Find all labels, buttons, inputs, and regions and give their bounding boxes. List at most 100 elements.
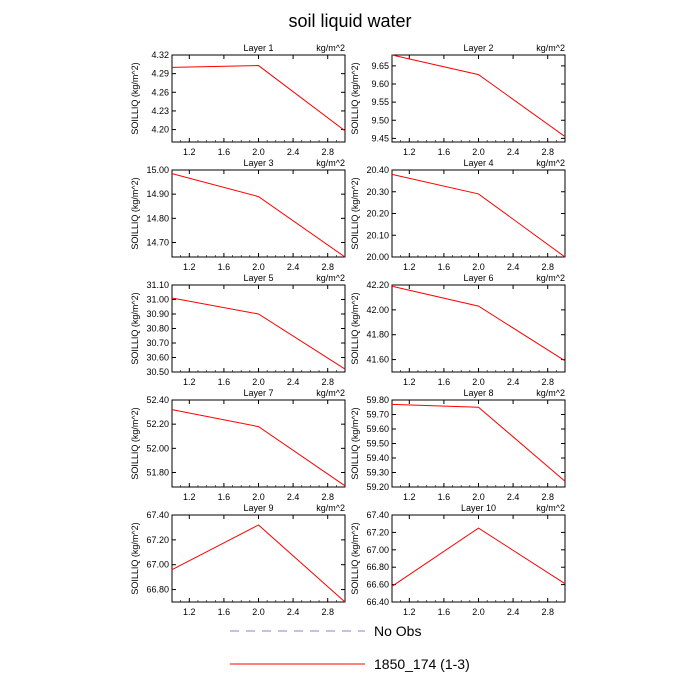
panel-units: kg/m^2 [536,43,565,53]
y-tick-label: 67.40 [366,510,389,520]
panel-units: kg/m^2 [536,158,565,168]
x-tick-label: 1.6 [218,262,231,272]
series-line [171,65,346,132]
x-tick-label: 1.2 [183,147,196,157]
legend: No Obs 1850_174 (1-3) [230,623,470,672]
x-tick-label: 1.6 [438,607,451,617]
x-tick-label: 2.4 [287,377,300,387]
panel-title: Layer 10 [461,503,496,513]
y-tick-label: 20.10 [366,230,389,240]
y-axis-label: SOILLIQ (kg/m^2) [350,522,360,594]
panel-units: kg/m^2 [316,158,345,168]
y-tick-label: 42.00 [366,305,389,315]
x-tick-label: 1.2 [403,147,416,157]
x-tick-label: 2.4 [507,492,520,502]
panels: 1.2 1.6 2.0 2.4 2.8 4.20 4.23 4.26 4.29 4.32 Layer… [130,43,566,617]
y-tick-label: 67.20 [146,535,169,545]
y-tick-label: 4.23 [151,106,169,116]
series-line [391,285,566,362]
plot-frame [171,169,346,258]
y-axis-label: SOILLIQ (kg/m^2) [350,407,360,479]
panel-units: kg/m^2 [316,388,345,398]
y-tick-label: 52.40 [146,395,169,405]
y-tick-label: 9.65 [371,61,389,71]
panel-units: kg/m^2 [316,43,345,53]
x-tick-label: 1.2 [403,262,416,272]
y-axis-label: SOILLIQ (kg/m^2) [350,62,360,134]
x-tick-label: 2.0 [472,377,485,387]
y-tick-label: 15.00 [146,165,169,175]
y-axis-label: SOILLIQ (kg/m^2) [130,522,140,594]
y-axis-label: SOILLIQ (kg/m^2) [350,177,360,249]
series-line [171,524,346,603]
x-tick-label: 1.6 [218,147,231,157]
panel-layer-3: 1.2 1.6 2.0 2.4 2.8 14.70 14.80 14.90 15.00 Layer… [130,158,346,272]
x-tick-label: 1.2 [183,607,196,617]
panel-title: Layer 5 [243,273,273,283]
panel-units: kg/m^2 [536,273,565,283]
x-tick-label: 2.0 [472,262,485,272]
y-tick-label: 59.30 [366,468,389,478]
y-tick-label: 52.20 [146,419,169,429]
x-tick-label: 2.0 [252,262,265,272]
series-line [391,54,566,137]
panel-title: Layer 9 [243,503,273,513]
x-tick-label: 1.6 [438,492,451,502]
x-tick-label: 2.8 [321,262,334,272]
panel-layer-7: 1.2 1.6 2.0 2.4 2.8 51.80 52.00 52.20 52.40 Layer… [130,388,346,502]
x-tick-label: 2.8 [541,492,554,502]
y-tick-label: 20.00 [366,252,389,262]
series-line [171,409,346,487]
plot-frame [391,399,566,488]
plot-frame [171,399,346,488]
series-line [391,403,566,482]
x-tick-label: 2.4 [287,492,300,502]
x-tick-label: 2.8 [541,607,554,617]
x-tick-label: 1.6 [438,377,451,387]
x-tick-label: 2.4 [287,262,300,272]
panel-title: Layer 3 [243,158,273,168]
y-tick-label: 42.20 [366,280,389,290]
x-tick-label: 2.0 [472,492,485,502]
x-tick-label: 2.0 [472,607,485,617]
panel-layer-5: 1.2 1.6 2.0 2.4 2.8 30.50 30.60 30.70 30.80 30.90… [130,273,346,387]
y-tick-label: 20.40 [366,165,389,175]
panel-title: Layer 4 [463,158,493,168]
x-tick-label: 1.2 [183,492,196,502]
x-tick-label: 2.8 [321,147,334,157]
y-tick-label: 30.50 [146,367,169,377]
x-tick-label: 1.2 [403,492,416,502]
x-tick-label: 2.4 [507,147,520,157]
panel-layer-1: 1.2 1.6 2.0 2.4 2.8 4.20 4.23 4.26 4.29 4.32 Layer… [130,43,346,157]
y-tick-label: 20.30 [366,187,389,197]
panel-title: Layer 2 [463,43,493,53]
y-tick-label: 67.00 [146,560,169,570]
y-tick-label: 9.60 [371,79,389,89]
y-tick-label: 66.80 [366,562,389,572]
y-tick-label: 30.80 [146,324,169,334]
x-tick-label: 1.6 [438,147,451,157]
panel-layer-10: 1.2 1.6 2.0 2.4 2.8 66.40 66.60 66.80 67.00 67.20… [350,503,566,617]
figure-title: soil liquid water [288,11,411,31]
y-tick-label: 41.60 [366,355,389,365]
x-tick-label: 2.0 [252,492,265,502]
y-tick-label: 9.45 [371,133,389,143]
panel-layer-6: 1.2 1.6 2.0 2.4 2.8 41.60 41.80 42.00 42.20 Layer… [350,273,566,387]
x-tick-label: 2.4 [287,607,300,617]
x-tick-label: 2.0 [472,147,485,157]
y-tick-label: 67.00 [366,545,389,555]
plot-frame [171,514,346,603]
y-tick-label: 59.70 [366,410,389,420]
panel-layer-2: 1.2 1.6 2.0 2.4 2.8 9.45 9.50 9.55 9.60 9.65 Layer… [350,43,566,157]
x-tick-label: 1.6 [218,492,231,502]
plot-frame [171,54,346,143]
plot-frame [171,284,346,373]
y-axis-label: SOILLIQ (kg/m^2) [130,407,140,479]
x-tick-label: 2.4 [507,607,520,617]
series-line [171,297,346,370]
x-tick-label: 1.2 [403,607,416,617]
y-tick-label: 31.10 [146,280,169,290]
y-axis-label: SOILLIQ (kg/m^2) [350,292,360,364]
legend-label-run: 1850_174 (1-3) [374,656,470,672]
